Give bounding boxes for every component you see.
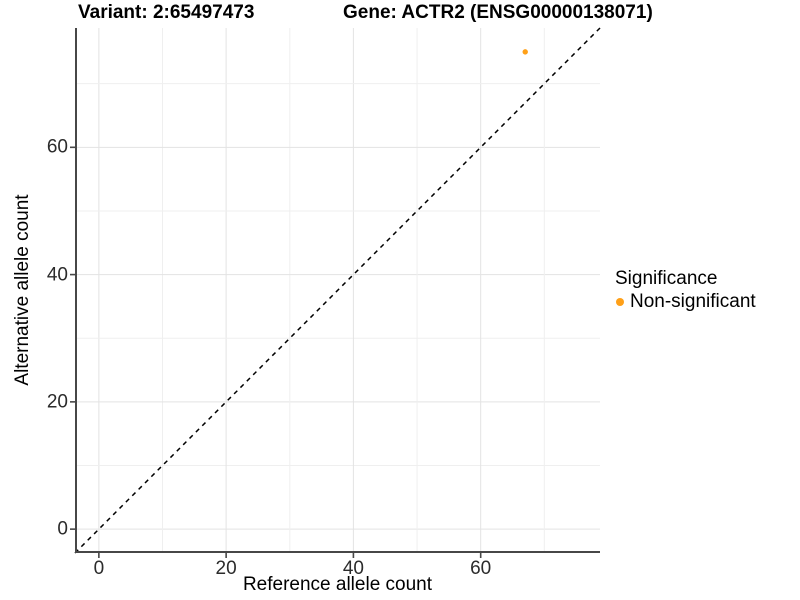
plot-svg xyxy=(70,27,601,558)
y-tick-label: 60 xyxy=(46,136,68,158)
variant-title: Variant: 2:65497473 xyxy=(78,2,255,23)
gene-title: Gene: ACTR2 (ENSG00000138071) xyxy=(343,2,653,23)
x-tick-label: 60 xyxy=(470,558,492,579)
data-point xyxy=(522,49,528,55)
y-tick-label: 40 xyxy=(46,264,68,286)
x-tick-label: 0 xyxy=(93,558,105,579)
y-axis-title: Alternative allele count xyxy=(12,194,33,386)
x-tick-label: 20 xyxy=(215,558,237,579)
legend-item: Non-significant xyxy=(615,291,756,312)
legend: Significance Non-significant xyxy=(615,268,756,312)
x-axis-title: Reference allele count xyxy=(242,574,433,595)
y-tick-label: 0 xyxy=(57,518,68,540)
y-tick-label: 20 xyxy=(46,391,68,413)
identity-line xyxy=(74,27,601,554)
x-tick-label: 40 xyxy=(342,558,364,579)
legend-point-icon xyxy=(616,297,624,306)
legend-item-label: Non-significant xyxy=(630,291,756,312)
legend-title: Significance xyxy=(615,268,718,289)
plot-panel: 0 20 40 60 0 20 40 60 xyxy=(47,27,601,578)
